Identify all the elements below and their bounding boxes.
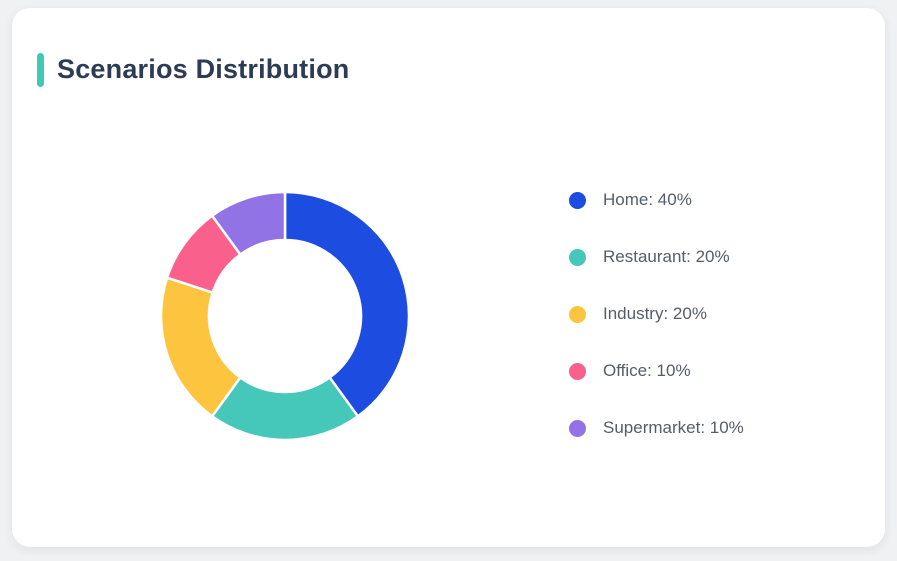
legend-dot-supermarket	[569, 419, 586, 437]
legend-label: Supermarket: 10%	[603, 418, 744, 437]
scenarios-distribution-card: Scenarios Distribution Home: 40% Restaura…	[12, 8, 885, 547]
legend-item-office[interactable]: Office: 10%	[569, 359, 744, 383]
legend-dot-industry	[569, 305, 586, 323]
legend-item-home[interactable]: Home: 40%	[569, 188, 744, 212]
legend-item-supermarket[interactable]: Supermarket: 10%	[569, 416, 744, 440]
chart-legend: Home: 40% Restaurant: 20% Industry: 20% Off…	[569, 188, 744, 473]
donut-slice-supermarket[interactable]	[210, 190, 287, 256]
legend-item-industry[interactable]: Industry: 20%	[569, 302, 744, 326]
legend-dot-office	[569, 362, 586, 380]
legend-dot-home	[569, 191, 586, 209]
legend-label: Restaurant: 20%	[603, 247, 730, 266]
legend-label: Industry: 20%	[603, 304, 707, 323]
donut-chart[interactable]	[155, 186, 415, 446]
card-title: Scenarios Distribution	[57, 54, 350, 84]
legend-item-restaurant[interactable]: Restaurant: 20%	[569, 245, 744, 269]
donut-chart-area: Home: 40% Restaurant: 20% Industry: 20% Off…	[12, 8, 885, 547]
title-accent-bar	[37, 52, 44, 87]
donut-slice-home[interactable]	[283, 190, 411, 418]
legend-dot-restaurant	[569, 248, 586, 266]
legend-label: Office: 10%	[603, 361, 691, 380]
donut-slice-industry[interactable]	[159, 276, 242, 418]
legend-label: Home: 40%	[603, 190, 692, 209]
card-header: Scenarios Distribution	[37, 52, 349, 87]
